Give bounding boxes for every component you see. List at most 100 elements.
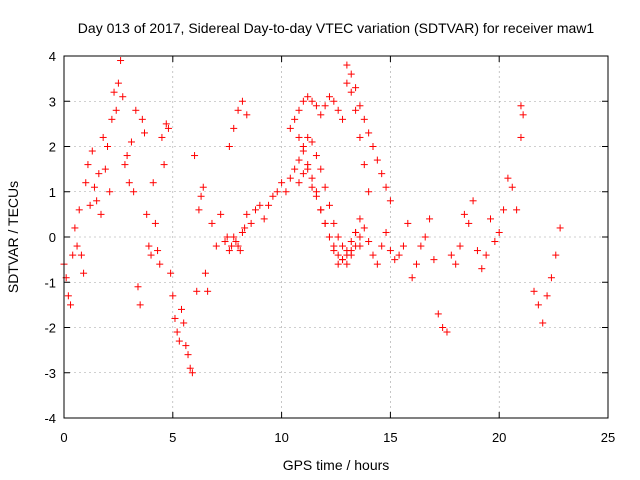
data-point bbox=[95, 170, 103, 178]
data-point bbox=[456, 242, 464, 250]
data-point bbox=[508, 183, 516, 191]
data-point bbox=[365, 238, 373, 246]
data-point bbox=[84, 161, 92, 169]
data-point bbox=[325, 201, 333, 209]
data-point bbox=[312, 102, 320, 110]
data-point bbox=[295, 106, 303, 114]
data-point bbox=[93, 197, 101, 205]
data-point bbox=[317, 165, 325, 173]
data-point bbox=[234, 242, 242, 250]
y-axis-label: SDTVAR / TECUs bbox=[5, 181, 21, 293]
data-point bbox=[360, 161, 368, 169]
data-point bbox=[238, 97, 246, 105]
data-point bbox=[197, 192, 205, 200]
data-point bbox=[330, 219, 338, 227]
data-point bbox=[82, 179, 90, 187]
data-point bbox=[149, 179, 157, 187]
data-point bbox=[180, 319, 188, 327]
data-point bbox=[399, 242, 407, 250]
data-point bbox=[156, 260, 164, 268]
data-point bbox=[365, 188, 373, 196]
y-tick-label: 0 bbox=[49, 230, 56, 245]
data-point bbox=[308, 138, 316, 146]
data-point bbox=[325, 93, 333, 101]
data-point bbox=[123, 152, 131, 160]
data-point bbox=[291, 115, 299, 123]
data-point bbox=[491, 238, 499, 246]
y-tick-label: -4 bbox=[44, 411, 56, 426]
data-point bbox=[243, 111, 251, 119]
data-point bbox=[478, 265, 486, 273]
data-point bbox=[225, 247, 233, 255]
data-point bbox=[132, 106, 140, 114]
data-point bbox=[178, 305, 186, 313]
data-point bbox=[312, 188, 320, 196]
data-point bbox=[127, 138, 135, 146]
data-point bbox=[64, 292, 72, 300]
data-point bbox=[517, 133, 525, 141]
data-point bbox=[97, 210, 105, 218]
data-point bbox=[317, 111, 325, 119]
data-point bbox=[325, 233, 333, 241]
data-point bbox=[188, 369, 196, 377]
data-point bbox=[110, 88, 118, 96]
data-point bbox=[504, 174, 512, 182]
data-point bbox=[230, 233, 238, 241]
data-point bbox=[130, 188, 138, 196]
data-point bbox=[141, 129, 149, 137]
data-point bbox=[88, 147, 96, 155]
data-point bbox=[212, 242, 220, 250]
data-point bbox=[330, 97, 338, 105]
data-point bbox=[67, 301, 75, 309]
data-point bbox=[500, 206, 508, 214]
data-point bbox=[543, 292, 551, 300]
x-tick-labels: 0 5 10 15 20 25 bbox=[60, 430, 615, 445]
data-point bbox=[106, 188, 114, 196]
y-tick-label: -2 bbox=[44, 321, 56, 336]
data-point bbox=[119, 93, 127, 101]
data-point bbox=[304, 93, 312, 101]
data-point bbox=[228, 242, 236, 250]
data-point bbox=[547, 274, 555, 282]
data-point bbox=[447, 251, 455, 259]
data-point bbox=[208, 219, 216, 227]
data-point bbox=[101, 165, 109, 173]
data-point bbox=[75, 206, 83, 214]
data-point bbox=[164, 124, 172, 132]
data-point bbox=[473, 247, 481, 255]
data-point bbox=[378, 170, 386, 178]
data-point bbox=[295, 133, 303, 141]
data-point bbox=[71, 224, 79, 232]
data-point bbox=[308, 174, 316, 182]
data-point bbox=[295, 179, 303, 187]
data-point bbox=[175, 337, 183, 345]
data-point bbox=[556, 224, 564, 232]
data-point bbox=[256, 201, 264, 209]
data-point bbox=[339, 115, 347, 123]
data-point bbox=[286, 124, 294, 132]
data-point bbox=[86, 201, 94, 209]
data-point bbox=[77, 251, 85, 259]
data-point bbox=[232, 238, 240, 246]
data-point bbox=[308, 183, 316, 191]
data-point bbox=[112, 106, 120, 114]
data-point bbox=[482, 251, 490, 259]
x-tick-label: 10 bbox=[274, 430, 288, 445]
data-point bbox=[369, 251, 377, 259]
data-point bbox=[321, 183, 329, 191]
data-point bbox=[486, 215, 494, 223]
data-point bbox=[104, 143, 112, 150]
data-point bbox=[80, 269, 88, 277]
data-point bbox=[145, 242, 153, 250]
data-point bbox=[460, 210, 468, 218]
data-point bbox=[243, 210, 251, 218]
data-point bbox=[201, 269, 209, 277]
data-point bbox=[158, 133, 166, 141]
data-point bbox=[404, 219, 412, 227]
data-point bbox=[378, 242, 386, 250]
data-point bbox=[343, 79, 351, 87]
data-point bbox=[217, 210, 225, 218]
data-point bbox=[186, 364, 194, 372]
data-point bbox=[260, 215, 268, 223]
